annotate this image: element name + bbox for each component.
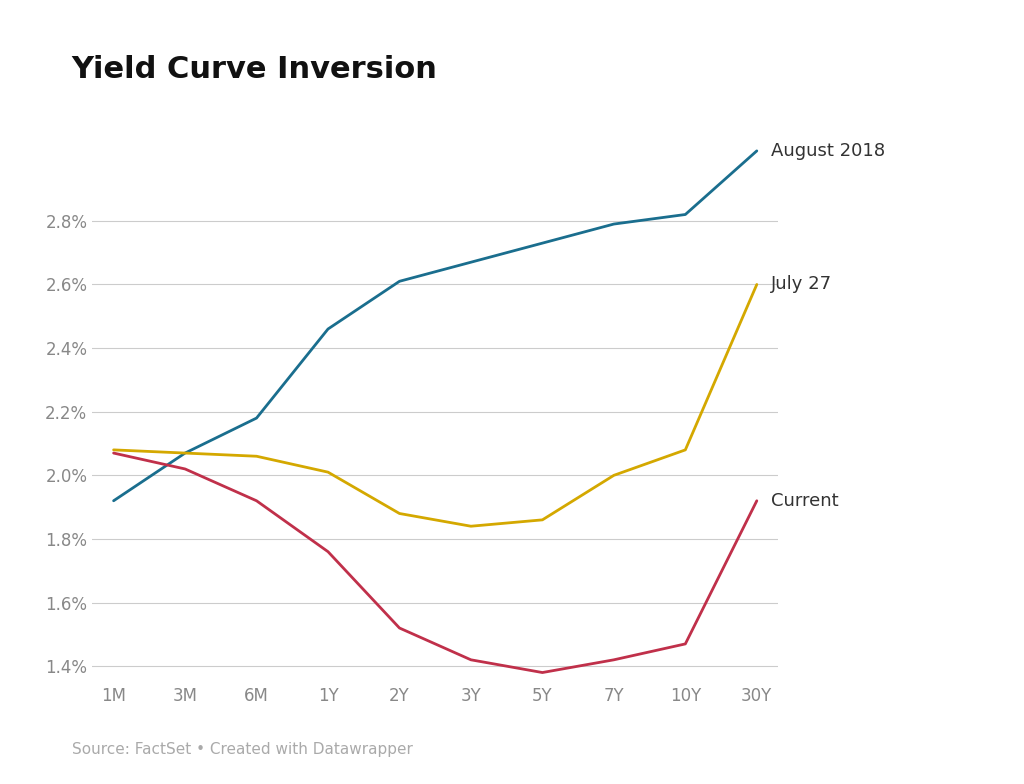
Text: August 2018: August 2018 <box>771 142 885 160</box>
Text: Yield Curve Inversion: Yield Curve Inversion <box>72 55 437 84</box>
Text: Current: Current <box>771 492 839 510</box>
Text: July 27: July 27 <box>771 275 833 293</box>
Text: Source: FactSet • Created with Datawrapper: Source: FactSet • Created with Datawrapp… <box>72 742 413 757</box>
